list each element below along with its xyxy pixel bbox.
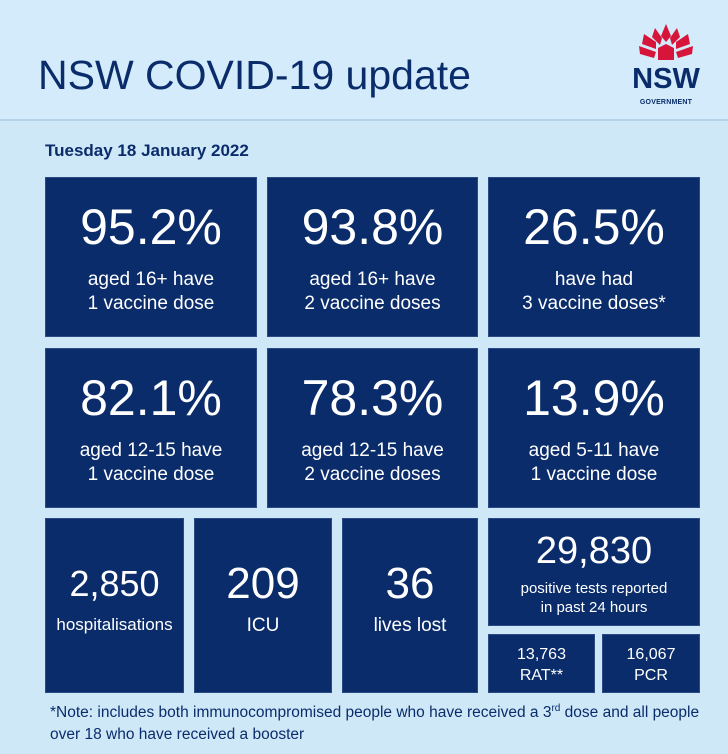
stat-label: aged 16+ have <box>309 269 436 290</box>
stat-value: 26.5% <box>523 199 665 255</box>
pcr-label: PCR <box>634 667 668 684</box>
footnote-text: dose and all people over 18 who have rec… <box>50 704 700 743</box>
positive-tests-label: in past 24 hours <box>540 599 648 616</box>
stat-label: 1 vaccine dose <box>530 464 658 485</box>
stat-label: aged 5-11 have <box>528 440 660 461</box>
logo-subtext: GOVERNMENT <box>639 99 693 106</box>
footnote-superscript: rd <box>551 702 561 714</box>
stat-label: 1 vaccine dose <box>87 464 215 485</box>
stat-tile: 93.8% aged 16+ have 2 vaccine doses <box>267 177 478 337</box>
icu-value: 209 <box>226 559 300 608</box>
date: Tuesday 18 January 2022 <box>45 141 249 160</box>
hospitalisations-label: hospitalisations <box>56 615 173 634</box>
logo-text: NSW <box>632 63 700 95</box>
footnote-text: *Note: includes both immunocompromised p… <box>50 704 552 721</box>
stat-label: 2 vaccine doses <box>304 293 441 314</box>
stat-label: aged 12-15 have <box>79 440 223 461</box>
stat-tile: 82.1% aged 12-15 have 1 vaccine dose <box>45 348 257 508</box>
stat-label: have had <box>554 269 634 290</box>
stat-tile: 13.9% aged 5-11 have 1 vaccine dose <box>488 348 700 508</box>
nsw-government-logo: NSW GOVERNMENT <box>630 22 702 108</box>
stat-label: aged 12-15 have <box>301 440 444 461</box>
stat-label: 3 vaccine doses* <box>522 293 666 314</box>
lives-lost-value: 36 <box>385 559 435 608</box>
stat-tile: 78.3% aged 12-15 have 2 vaccine doses <box>267 348 478 508</box>
stat-label: 2 vaccine doses <box>304 464 441 485</box>
lives-lost-label: lives lost <box>373 615 447 636</box>
stat-label: aged 16+ have <box>87 269 215 290</box>
rat-tile: 13,763 RAT** <box>488 634 595 693</box>
stat-label: 1 vaccine dose <box>87 293 215 314</box>
header: NSW COVID-19 update NSW GOVERNMENT <box>0 0 728 121</box>
rat-value: 13,763 <box>517 646 566 663</box>
hospitalisations-value: 2,850 <box>69 563 160 604</box>
stat-value: 78.3% <box>301 370 444 426</box>
stat-value: 13.9% <box>523 370 665 426</box>
rat-label: RAT** <box>519 667 564 684</box>
stat-value: 95.2% <box>80 199 222 255</box>
stat-value: 93.8% <box>301 199 444 255</box>
positive-tests-value: 29,830 <box>535 530 653 572</box>
positive-tests-label: positive tests reported <box>520 580 668 597</box>
pcr-value: 16,067 <box>626 646 676 663</box>
icu-tile: 209 ICU <box>194 518 332 693</box>
stat-tile: 26.5% have had 3 vaccine doses* <box>488 177 700 337</box>
icu-label: ICU <box>246 615 280 636</box>
positive-tests-tile: 29,830 positive tests reported in past 2… <box>488 518 700 626</box>
hospitalisations-tile: 2,850 hospitalisations <box>45 518 184 693</box>
lives-lost-tile: 36 lives lost <box>342 518 478 693</box>
footnote: *Note: includes both immunocompromised p… <box>50 702 720 746</box>
pcr-tile: 16,067 PCR <box>602 634 700 693</box>
waratah-flower-icon <box>639 24 693 60</box>
page-title: NSW COVID-19 update <box>38 52 471 98</box>
stat-value: 82.1% <box>80 370 222 426</box>
stat-tile: 95.2% aged 16+ have 1 vaccine dose <box>45 177 257 337</box>
